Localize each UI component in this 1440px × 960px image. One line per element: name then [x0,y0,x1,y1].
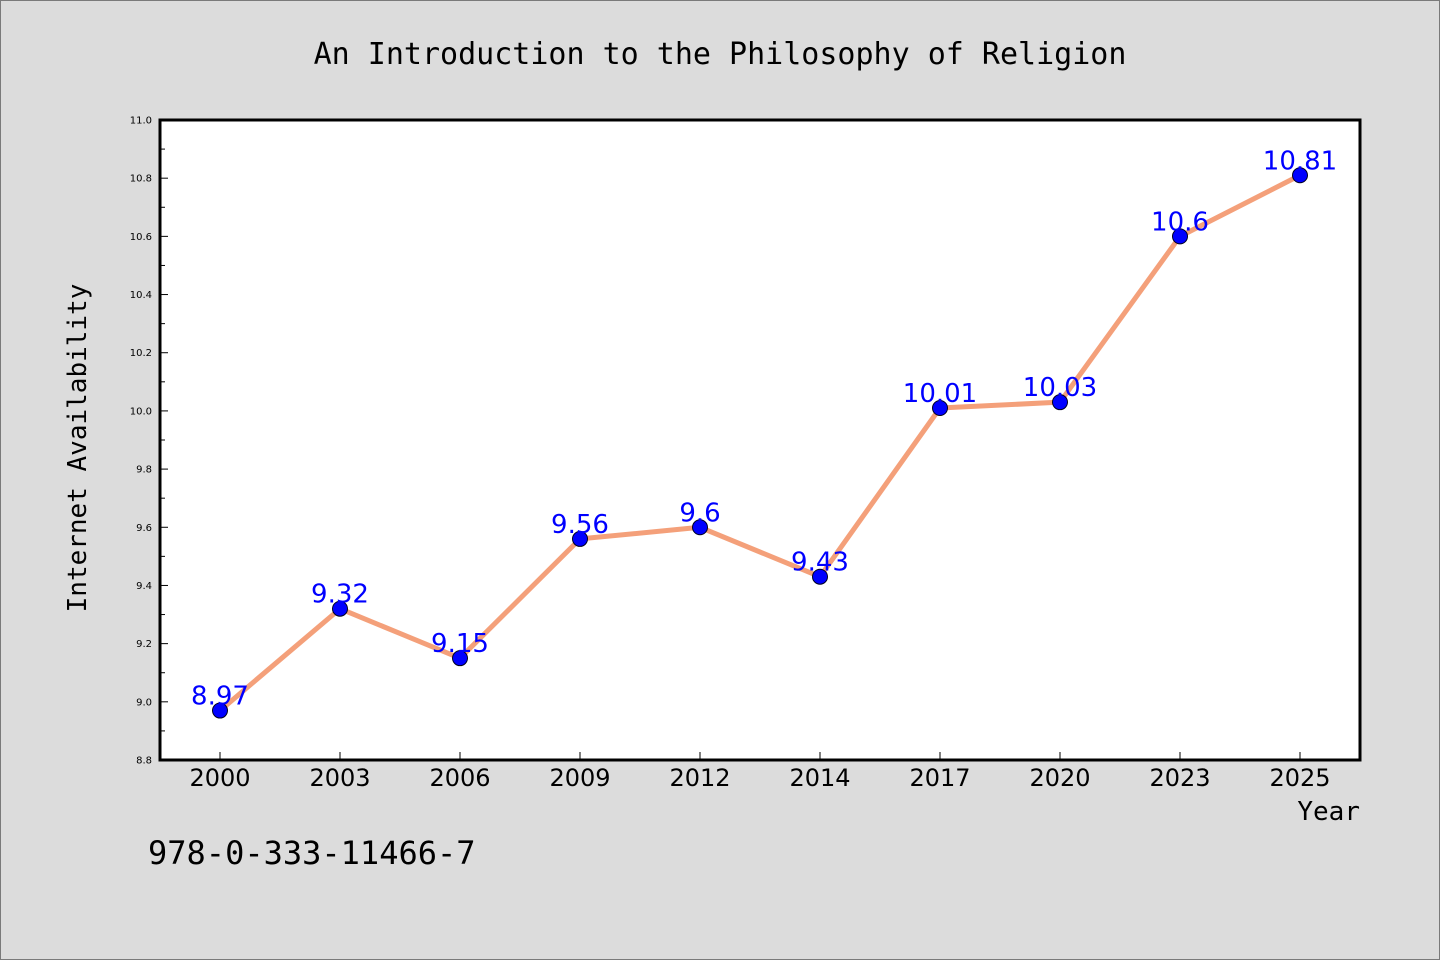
y-tick-label: 8.8 [136,756,152,767]
data-point [812,568,828,585]
data-markers [212,167,1308,719]
y-tick-label: 9.4 [136,581,152,592]
chart-title: An Introduction to the Philosophy of Rel… [314,37,1127,72]
data-label: 9.32 [311,580,369,610]
data-label: 10.81 [1263,146,1337,176]
y-tick-label: 9.0 [136,697,152,708]
data-point [212,702,228,719]
data-labels: 8.97 9.32 9.15 9.56 9.6 9.43 10.01 10.03 10.6 10.… [191,146,1337,711]
y-axis-ticks: 8.8 9.0 9.2 9.4 9.6 9.8 10.0 10.2 10.4 10.6 10.8 11… [130,116,168,767]
isbn-text: 978-0-333-11466-7 [148,834,476,872]
x-tick-label: 2017 [909,764,970,792]
data-label: 9.15 [431,629,489,659]
y-tick-label: 9.8 [136,465,152,476]
data-label: 8.97 [191,682,249,712]
x-tick-label: 2014 [789,764,850,792]
data-label: 10.03 [1023,373,1097,403]
x-axis-ticks: 2000 2003 2006 2009 2012 2014 2017 2020 2023 2025 [189,752,1331,792]
data-point [1052,394,1068,411]
data-label: 10.01 [903,379,977,409]
y-tick-label: 10.2 [130,348,152,359]
y-tick-label: 10.4 [130,290,152,301]
data-label: 9.56 [551,510,609,540]
x-tick-label: 2003 [309,764,370,792]
data-point [452,650,468,667]
data-point [1292,167,1308,184]
data-point [572,530,588,547]
data-label: 9.43 [791,548,849,578]
data-point [932,400,948,416]
x-tick-label: 2025 [1269,764,1330,792]
data-point [1172,228,1188,245]
y-axis-label: Internet Availability [63,284,93,613]
plot-area [158,118,1362,762]
y-tick-label: 10.6 [130,232,152,243]
y-tick-label: 9.6 [136,523,152,534]
x-tick-label: 2020 [1029,764,1090,792]
data-point [692,519,708,536]
y-tick-label: 9.2 [136,639,152,650]
y-tick-label: 10.0 [130,406,152,417]
data-label: 9.6 [679,498,720,528]
data-label: 10.6 [1151,207,1209,237]
series-line [218,173,1302,713]
x-tick-label: 2006 [429,764,490,792]
x-tick-label: 2012 [669,764,730,792]
x-tick-label: 2000 [189,764,250,792]
data-point [332,600,348,617]
x-tick-label: 2023 [1149,764,1210,792]
x-tick-label: 2009 [549,764,610,792]
x-axis-label: Year [1297,797,1360,827]
y-tick-label: 11.0 [130,116,152,127]
y-tick-label: 10.8 [130,174,152,185]
